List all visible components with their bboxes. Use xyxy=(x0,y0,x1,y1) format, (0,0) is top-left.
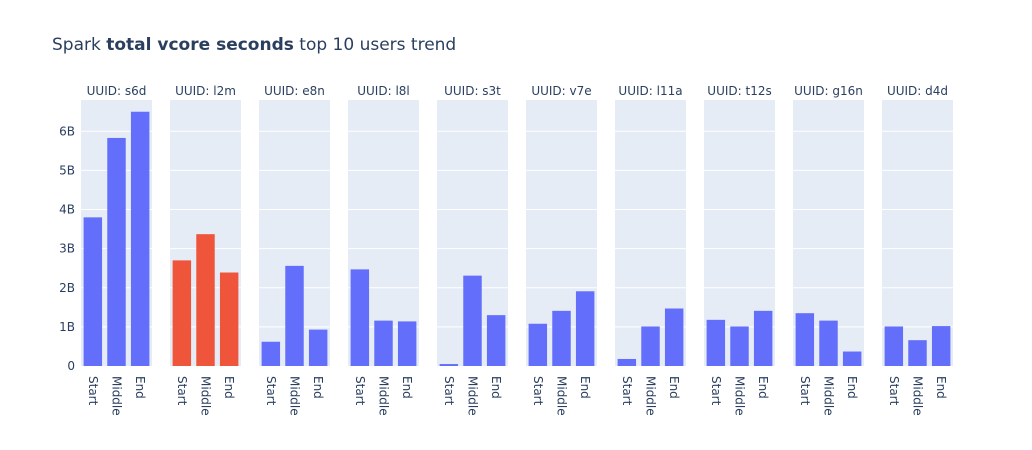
x-tick-label: Middle xyxy=(466,376,480,416)
chart-title-suffix: top 10 users trend xyxy=(294,35,456,55)
x-tick-label: Middle xyxy=(377,376,391,416)
bar[interactable] xyxy=(552,310,571,366)
facet-title: UUID: s6d xyxy=(87,84,147,98)
panel-background xyxy=(882,100,953,366)
bar[interactable] xyxy=(617,358,637,366)
bar[interactable] xyxy=(172,260,192,366)
x-tick-label: End xyxy=(489,376,503,399)
x-tick-label: Middle xyxy=(110,376,124,416)
bar[interactable] xyxy=(931,326,951,366)
bar[interactable] xyxy=(842,351,862,366)
x-tick-label: End xyxy=(934,376,948,399)
facet-title: UUID: s3t xyxy=(444,84,501,98)
x-tick-label: Middle xyxy=(644,376,658,416)
x-tick-label: Start xyxy=(264,376,278,406)
x-tick-label: End xyxy=(222,376,236,399)
chart-title-bold: total vcore seconds xyxy=(106,35,294,55)
x-tick-label: End xyxy=(133,376,147,399)
x-tick-label: Start xyxy=(175,376,189,406)
bar[interactable] xyxy=(908,340,927,366)
y-tick-label: 3B xyxy=(59,242,75,256)
bar[interactable] xyxy=(285,265,304,366)
bar[interactable] xyxy=(795,313,815,366)
x-tick-label: Middle xyxy=(911,376,925,416)
bar[interactable] xyxy=(575,291,595,366)
bar[interactable] xyxy=(397,321,417,366)
y-tick-label: 0 xyxy=(67,359,75,373)
x-tick-label: Start xyxy=(86,376,100,406)
bar[interactable] xyxy=(641,326,660,366)
facet-title: UUID: d4d xyxy=(887,84,948,98)
bar[interactable] xyxy=(706,319,726,366)
bar[interactable] xyxy=(107,137,126,366)
bar[interactable] xyxy=(219,272,239,366)
facet-panel: UUID: l2m Start Middle End xyxy=(170,84,241,416)
x-tick-label: End xyxy=(845,376,859,399)
y-tick-label: 2B xyxy=(59,281,75,295)
bar[interactable] xyxy=(308,329,328,366)
facet-panel: UUID: l11a Start Middle End xyxy=(615,84,686,416)
y-axis: 0 1B 2B 3B 4B 5B 6B xyxy=(59,124,75,373)
facet-title: UUID: l11a xyxy=(618,84,682,98)
bar[interactable] xyxy=(819,320,838,366)
x-tick-label: Start xyxy=(709,376,723,406)
facet-panel: UUID: e8n Start Middle End xyxy=(259,84,330,416)
facet-title: UUID: e8n xyxy=(264,84,325,98)
bar[interactable] xyxy=(261,341,281,366)
bar[interactable] xyxy=(528,323,548,366)
x-tick-label: End xyxy=(400,376,414,399)
facet-panel: UUID: l8l Start Middle End xyxy=(348,84,419,416)
x-tick-label: Start xyxy=(620,376,634,406)
x-tick-label: Start xyxy=(442,376,456,406)
x-tick-label: Start xyxy=(531,376,545,406)
facet-panel: UUID: s6d Start Middle End xyxy=(81,84,152,416)
y-tick-label: 5B xyxy=(59,163,75,177)
bar[interactable] xyxy=(83,217,103,366)
x-tick-label: Middle xyxy=(733,376,747,416)
bar[interactable] xyxy=(130,111,150,366)
facet-title: UUID: l2m xyxy=(175,84,236,98)
bar[interactable] xyxy=(884,326,904,366)
x-tick-label: Start xyxy=(887,376,901,406)
y-tick-label: 6B xyxy=(59,124,75,138)
chart-title: Spark total vcore seconds top 10 users t… xyxy=(52,35,456,55)
chart-title-prefix: Spark xyxy=(52,35,106,55)
y-tick-label: 1B xyxy=(59,320,75,334)
x-tick-label: End xyxy=(667,376,681,399)
y-tick-label: 4B xyxy=(59,203,75,217)
facet-title: UUID: g16n xyxy=(794,84,863,98)
x-tick-label: Start xyxy=(798,376,812,406)
facet-panel: UUID: d4d Start Middle End xyxy=(882,84,953,416)
x-tick-label: Middle xyxy=(199,376,213,416)
bar[interactable] xyxy=(196,234,215,366)
bar[interactable] xyxy=(463,275,482,366)
bar[interactable] xyxy=(730,326,749,366)
facet-title: UUID: l8l xyxy=(357,84,410,98)
facet-panel: UUID: g16n Start Middle End xyxy=(793,84,864,416)
bar[interactable] xyxy=(350,269,370,366)
x-tick-label: Middle xyxy=(288,376,302,416)
facet-panels: UUID: s6d Start Middle End UUID: l2m Start Mid… xyxy=(81,84,953,416)
x-tick-label: Middle xyxy=(822,376,836,416)
x-tick-label: End xyxy=(311,376,325,399)
x-tick-label: End xyxy=(756,376,770,399)
facet-title: UUID: t12s xyxy=(707,84,771,98)
bar[interactable] xyxy=(753,310,773,366)
bar[interactable] xyxy=(374,320,393,366)
facet-panel: UUID: t12s Start Middle End xyxy=(704,84,775,416)
facet-title: UUID: v7e xyxy=(531,84,591,98)
x-tick-label: End xyxy=(578,376,592,399)
facet-panel: UUID: s3t Start Middle End xyxy=(437,84,508,416)
x-tick-label: Start xyxy=(353,376,367,406)
bar[interactable] xyxy=(486,315,506,366)
bar[interactable] xyxy=(439,364,459,366)
bar[interactable] xyxy=(664,308,684,366)
x-tick-label: Middle xyxy=(555,376,569,416)
facet-panel: UUID: v7e Start Middle End xyxy=(526,84,597,416)
